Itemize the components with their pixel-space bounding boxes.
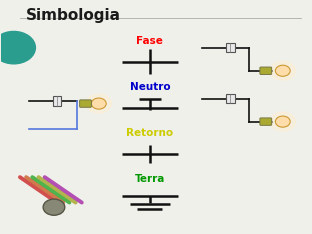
Text: Simbologia: Simbologia (26, 8, 121, 23)
Circle shape (270, 61, 295, 80)
Text: Retorno: Retorno (126, 128, 173, 138)
Circle shape (86, 94, 111, 113)
FancyBboxPatch shape (260, 67, 272, 74)
Text: Terra: Terra (135, 174, 165, 184)
Circle shape (270, 112, 295, 131)
Bar (226, 94, 235, 103)
Text: Fase: Fase (136, 36, 163, 46)
FancyBboxPatch shape (80, 100, 91, 107)
Text: Neutro: Neutro (129, 82, 170, 92)
Bar (226, 43, 235, 52)
FancyBboxPatch shape (260, 118, 272, 125)
Circle shape (275, 116, 290, 127)
Bar (53, 96, 61, 106)
Circle shape (43, 199, 65, 215)
Circle shape (91, 98, 106, 109)
Circle shape (275, 65, 290, 76)
Circle shape (0, 31, 35, 64)
